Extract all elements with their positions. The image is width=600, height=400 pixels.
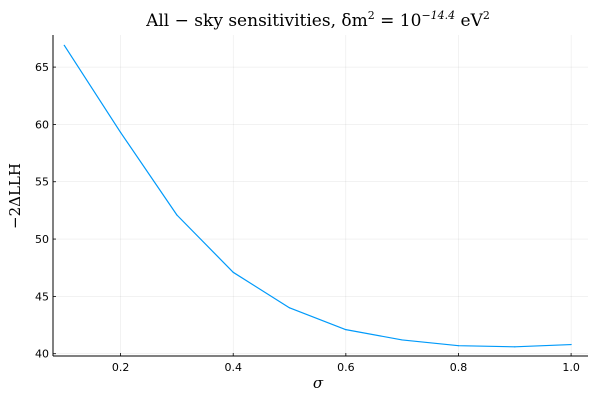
series-line-0 bbox=[63, 44, 572, 348]
series-group bbox=[63, 44, 572, 348]
y-axis-title: −2ΔLLH bbox=[6, 163, 24, 229]
data-point-0-3 bbox=[232, 271, 234, 273]
y-tick-label-0: 40 bbox=[35, 348, 49, 361]
axes bbox=[52, 35, 588, 357]
data-point-0-8 bbox=[514, 346, 516, 348]
x-tick-label-1: 0.4 bbox=[224, 361, 242, 374]
data-point-0-9 bbox=[570, 343, 572, 346]
x-tick-label-2: 0.6 bbox=[337, 361, 355, 374]
y-tick-label-1: 45 bbox=[35, 290, 49, 303]
x-tick-label-3: 0.8 bbox=[450, 361, 468, 374]
data-point-0-5 bbox=[345, 329, 347, 331]
x-axis-title: σ bbox=[313, 374, 324, 392]
chart-title: All − sky sensitivities, δm2 = 10−14.4 e… bbox=[145, 9, 490, 31]
data-point-0-6 bbox=[401, 339, 403, 341]
data-point-0-7 bbox=[457, 345, 460, 347]
data-point-0-1 bbox=[119, 131, 122, 134]
x-tick-label-4: 1.0 bbox=[562, 361, 580, 374]
y-tick-label-5: 65 bbox=[35, 61, 49, 74]
y-tick-label-4: 60 bbox=[35, 118, 49, 131]
data-point-0-2 bbox=[176, 214, 178, 216]
data-point-0-0 bbox=[63, 44, 65, 46]
tick-labels: 0.2 0.4 0.6 0.8 1.0 40 45 50 55 60 65 bbox=[35, 61, 580, 374]
y-tick-label-2: 50 bbox=[35, 233, 49, 246]
grid bbox=[53, 35, 588, 356]
x-tick-label-0: 0.2 bbox=[112, 361, 130, 374]
y-tick-label-3: 55 bbox=[35, 176, 49, 189]
data-point-0-4 bbox=[288, 307, 291, 309]
